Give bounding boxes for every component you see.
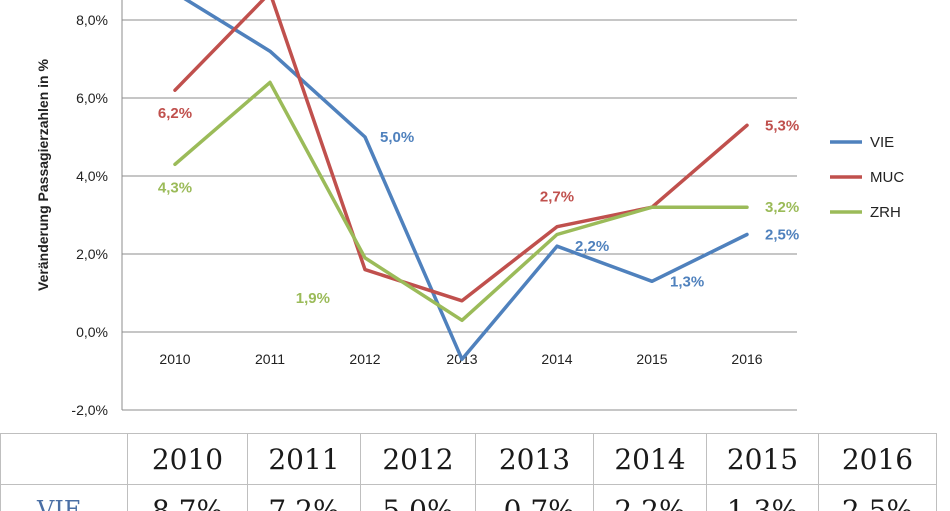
series-line-zrh	[173, 80, 749, 323]
y-tick-label: 4,0%	[76, 168, 108, 184]
legend-label: ZRH	[870, 204, 901, 221]
table-row-label: VIE	[0, 484, 128, 511]
legend-label: VIE	[870, 134, 894, 151]
data-label: 4,3%	[158, 179, 192, 196]
x-tick-label: 2012	[349, 351, 380, 367]
table-header-cell: 2016	[818, 433, 937, 485]
y-tick-label: 6,0%	[76, 90, 108, 106]
data-label: 2,5%	[765, 227, 799, 244]
y-tick-label: 8,0%	[76, 12, 108, 28]
table-cell: 8,7%	[127, 484, 248, 511]
table-header-cell: 2011	[247, 433, 361, 485]
table-header-cell: 2010	[127, 433, 248, 485]
table-header-cell	[0, 433, 128, 485]
data-label: 6,2%	[158, 105, 192, 122]
table-cell: 2,2%	[593, 484, 707, 511]
data-table: 2010 2011 2012 2013 2014 2015 2016 VIE 8…	[0, 433, 937, 511]
data-label: 3,2%	[765, 199, 799, 216]
table-header-cell: 2013	[475, 433, 594, 485]
y-axis-title: Veränderung Passagierzahlen in %	[35, 59, 51, 291]
table-row: VIE 8,7% 7,2% 5,0% -0,7% 2,2% 1,3% 2,5%	[0, 484, 937, 511]
table-cell: 7,2%	[247, 484, 361, 511]
table-cell: 2,5%	[818, 484, 937, 511]
table-header-cell: 2015	[706, 433, 819, 485]
data-label: 5,0%	[380, 129, 414, 146]
table-cell: 1,3%	[706, 484, 819, 511]
x-tick-label: 2016	[731, 351, 762, 367]
table-cell: 5,0%	[360, 484, 476, 511]
data-label: 1,9%	[296, 290, 330, 307]
data-label: 5,3%	[765, 117, 799, 134]
y-tick-label: 2,0%	[76, 246, 108, 262]
y-tick-label: -2,0%	[71, 402, 108, 418]
table-header-cell: 2014	[593, 433, 707, 485]
y-tick-label: 0,0%	[76, 324, 108, 340]
x-tick-label: 2010	[159, 351, 190, 367]
table-cell: -0,7%	[475, 484, 594, 511]
series-line-vie	[183, 0, 749, 362]
table-header-cell: 2012	[360, 433, 476, 485]
data-label: 1,3%	[670, 273, 704, 290]
x-tick-label: 2015	[636, 351, 667, 367]
x-tick-label: 2011	[255, 351, 285, 367]
table-header-row: 2010 2011 2012 2013 2014 2015 2016	[0, 433, 937, 485]
data-label: 2,7%	[540, 189, 574, 206]
line-chart: -2,0% 0,0% 2,0% 4,0% 6,0% 8,0% 2010 2011 2012 20…	[35, 0, 904, 418]
x-tick-label: 2014	[541, 351, 572, 367]
legend-label: MUC	[870, 169, 904, 186]
data-label: 2,2%	[575, 238, 609, 255]
